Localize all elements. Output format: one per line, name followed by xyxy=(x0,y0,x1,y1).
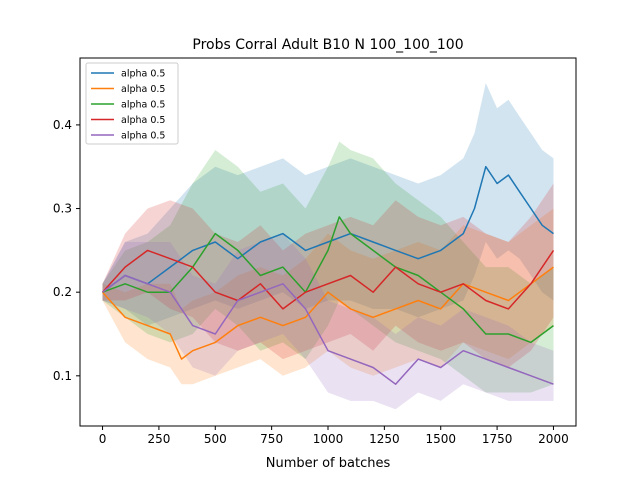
legend-label: alpha 0.5 xyxy=(121,100,165,111)
legend-label: alpha 0.5 xyxy=(121,131,165,142)
line-series-1 xyxy=(102,165,554,293)
y-tick-label: 0.3 xyxy=(53,202,72,216)
band-series-1 xyxy=(102,83,554,326)
confidence-bands xyxy=(102,83,554,410)
x-tick-label: 1000 xyxy=(313,432,344,446)
legend-label: alpha 0.5 xyxy=(121,84,165,95)
band-series-2 xyxy=(102,208,554,385)
x-tick-label: 500 xyxy=(204,432,227,446)
x-tick-label: 2000 xyxy=(538,432,569,446)
y-axis-ticks: 0.1 0.2 0.3 0.4 xyxy=(53,118,80,383)
band-series-5 xyxy=(102,233,554,410)
x-tick-label: 750 xyxy=(260,432,283,446)
legend-label: alpha 0.5 xyxy=(121,69,165,80)
x-tick-label: 1750 xyxy=(482,432,513,446)
y-tick-label: 0.4 xyxy=(53,118,72,132)
legend-items: alpha 0.5 alpha 0.5 alpha 0.5 alpha 0.5 alph… xyxy=(91,69,165,142)
x-tick-label: 1500 xyxy=(425,432,456,446)
legend-box xyxy=(85,62,179,145)
x-tick-label: 250 xyxy=(147,432,170,446)
plot-area xyxy=(101,83,555,410)
line-series-3 xyxy=(102,216,554,344)
line-series-2 xyxy=(101,266,554,360)
y-tick-label: 0.2 xyxy=(53,285,72,299)
series-lines xyxy=(101,165,555,385)
y-tick-label: 0.1 xyxy=(53,369,72,383)
line-series-5 xyxy=(102,274,554,385)
line-series-4 xyxy=(101,249,555,310)
chart-title: Probs Corral Adult B10 N 100_100_100 xyxy=(192,37,463,53)
legend-label: alpha 0.5 xyxy=(121,115,165,126)
x-axis-ticks: 0 250 500 750 1000 1250 1500 1750 2000 xyxy=(99,426,569,446)
band-series-3 xyxy=(102,141,554,393)
x-tick-label: 1250 xyxy=(369,432,400,446)
x-tick-label: 0 xyxy=(99,432,107,446)
band-series-4 xyxy=(102,183,554,368)
x-axis-label: Number of batches xyxy=(266,456,391,471)
legend: alpha 0.5 alpha 0.5 alpha 0.5 alpha 0.5 alph… xyxy=(85,62,179,145)
